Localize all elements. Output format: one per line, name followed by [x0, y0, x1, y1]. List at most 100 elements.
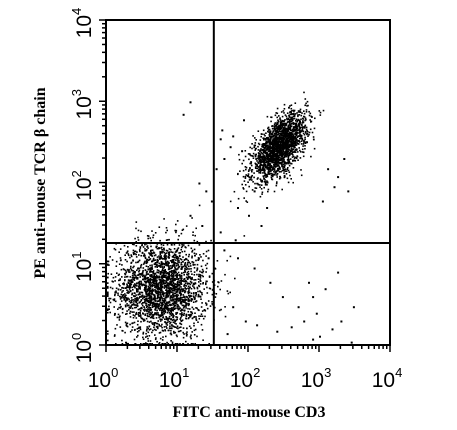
event-point: [287, 155, 289, 157]
event-point: [294, 156, 296, 159]
event-point: [148, 311, 150, 313]
event-point: [264, 155, 266, 158]
event-point: [268, 143, 271, 145]
event-point: [183, 250, 186, 253]
event-point: [155, 313, 158, 316]
event-point: [179, 282, 182, 284]
quadrant-gates: [106, 20, 390, 345]
event-point: [194, 343, 196, 345]
event-point: [153, 298, 155, 300]
event-point: [206, 307, 209, 310]
event-point: [133, 265, 135, 268]
event-point: [288, 153, 290, 155]
event-point: [163, 218, 165, 220]
event-point: [107, 282, 109, 284]
event-point: [154, 263, 157, 265]
event-point: [188, 299, 191, 302]
event-point: [258, 153, 260, 155]
event-point: [165, 249, 168, 252]
event-point: [193, 324, 195, 327]
event-point: [141, 294, 143, 297]
event-point: [280, 140, 282, 143]
event-point: [146, 320, 149, 323]
event-point: [155, 307, 157, 309]
event-point: [205, 283, 207, 286]
event-point: [188, 325, 191, 328]
event-point: [259, 172, 262, 174]
event-point: [147, 343, 149, 345]
event-point: [159, 296, 162, 298]
event-point: [155, 305, 157, 308]
event-point: [165, 258, 167, 260]
event-point: [271, 127, 274, 130]
event-point: [263, 147, 266, 149]
event-point: [287, 135, 289, 138]
event-point: [273, 149, 276, 152]
event-point: [310, 121, 312, 123]
event-point: [132, 260, 134, 262]
event-point: [272, 130, 275, 132]
event-point: [155, 246, 157, 249]
event-point: [304, 136, 306, 139]
event-point: [291, 128, 294, 131]
event-point: [165, 280, 168, 283]
event-point: [259, 169, 261, 171]
event-point: [277, 160, 280, 162]
event-point: [127, 253, 130, 255]
event-point: [200, 298, 202, 300]
event-point: [157, 291, 159, 293]
event-point: [283, 124, 285, 126]
event-point: [157, 284, 159, 287]
event-point: [176, 298, 178, 301]
event-point: [130, 300, 132, 302]
event-point: [156, 303, 159, 306]
event-point: [239, 170, 241, 172]
event-point: [147, 340, 150, 342]
event-point: [140, 316, 142, 318]
event-point: [293, 157, 296, 160]
event-point: [289, 128, 292, 130]
event-point: [159, 297, 162, 300]
event-point: [270, 120, 272, 123]
event-point: [196, 273, 198, 276]
event-point: [279, 177, 282, 179]
event-point: [124, 305, 127, 308]
event-point: [135, 304, 137, 306]
event-point: [174, 251, 177, 253]
event-point: [163, 343, 165, 345]
event-point: [161, 343, 163, 345]
event-point: [165, 264, 167, 267]
event-point: [174, 274, 177, 277]
event-point: [176, 335, 178, 338]
x-tick-label: 104: [372, 365, 403, 392]
event-point: [311, 131, 314, 134]
event-point: [181, 250, 184, 253]
event-point: [126, 298, 128, 300]
event-point: [143, 318, 145, 321]
event-point: [157, 306, 159, 308]
event-point: [135, 313, 138, 315]
event-point: [163, 326, 166, 328]
event-point: [149, 280, 152, 283]
event-point: [287, 118, 289, 121]
event-point: [169, 260, 172, 262]
event-point: [166, 311, 169, 314]
event-point: [173, 292, 176, 295]
event-point: [311, 116, 313, 118]
event-point: [140, 282, 143, 284]
event-point: [286, 142, 288, 144]
event-point: [144, 243, 146, 246]
event-point: [243, 197, 245, 199]
event-point: [192, 231, 194, 233]
event-point: [256, 164, 259, 167]
event-point: [186, 271, 189, 274]
event-point: [284, 122, 287, 125]
event-point: [148, 313, 151, 316]
event-point: [120, 300, 123, 302]
event-point: [167, 262, 170, 265]
event-point: [164, 282, 167, 284]
event-point: [121, 295, 124, 297]
event-point: [275, 156, 277, 159]
event-point: [190, 311, 192, 313]
event-point: [177, 285, 179, 287]
